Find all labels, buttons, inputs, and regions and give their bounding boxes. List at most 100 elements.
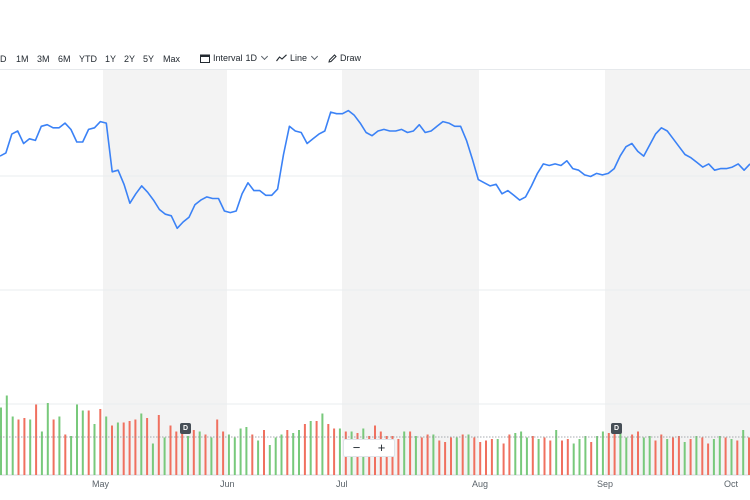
volume-bar [321, 413, 324, 475]
volume-bar [245, 427, 248, 475]
volume-bar [414, 436, 417, 475]
volume-bar [274, 437, 277, 475]
volume-bar [590, 442, 593, 475]
volume-bar [116, 422, 119, 475]
volume-bar [672, 437, 674, 475]
zoom-in-button[interactable]: + [377, 440, 386, 455]
volume-bar [35, 404, 38, 475]
range-1m-button[interactable]: 1M [16, 54, 29, 64]
volume-bar [403, 431, 406, 475]
volume-bar [578, 439, 581, 475]
volume-bar [222, 431, 225, 475]
range-d-button[interactable]: D [0, 54, 7, 64]
volume-bar [333, 428, 336, 475]
range-6m-button[interactable]: 6M [58, 54, 71, 64]
volume-bar [549, 440, 552, 475]
volume-bar [601, 431, 604, 475]
volume-bar [17, 419, 20, 475]
volume-bar [151, 443, 154, 475]
volume-bar [64, 434, 67, 475]
volume-bar [479, 442, 482, 475]
volume-bar [157, 415, 160, 475]
x-tick-label: Aug [472, 479, 489, 489]
volume-bar [730, 439, 733, 475]
volume-bar [666, 439, 669, 475]
volume-bar [467, 434, 470, 475]
volume-bar [187, 436, 189, 475]
volume-bar [444, 442, 447, 475]
volume-bar [309, 421, 312, 475]
month-shade-band [605, 70, 750, 475]
pencil-icon [328, 53, 337, 63]
volume-bar [455, 437, 458, 475]
volume-bar [537, 439, 540, 475]
volume-bar [105, 416, 108, 475]
interval-dropdown[interactable]: Interval 1D [200, 52, 269, 63]
volume-bar [292, 433, 295, 475]
volume-bar [561, 440, 563, 475]
chart-type-dropdown[interactable]: Line [276, 52, 319, 63]
dividend-marker[interactable]: D [611, 423, 622, 434]
volume-bar [525, 437, 528, 475]
volume-bar [192, 430, 195, 475]
x-tick-label: Oct [724, 479, 739, 489]
draw-button[interactable]: Draw [328, 53, 361, 63]
volume-bar [450, 437, 452, 475]
range-2y-button[interactable]: 2Y [124, 54, 136, 64]
price-line[interactable] [0, 109, 750, 230]
dividend-marker[interactable]: D [180, 423, 191, 434]
volume-bar [712, 439, 715, 475]
volume-bar [566, 439, 569, 475]
draw-label: Draw [340, 53, 362, 63]
volume-bar [52, 419, 55, 475]
volume-bar [0, 407, 2, 475]
volume-bar [724, 437, 727, 475]
volume-bar [707, 443, 710, 475]
volume-bars [0, 395, 750, 475]
volume-bar [438, 440, 441, 475]
volume-bar [87, 410, 90, 475]
volume-bar [508, 434, 511, 475]
volume-bar [631, 434, 634, 475]
volume-bar [520, 431, 523, 475]
volume-bar [134, 419, 137, 475]
volume-bar [736, 440, 739, 475]
volume-bar [93, 424, 96, 475]
month-shading [103, 70, 750, 475]
volume-bar [695, 436, 698, 475]
volume-bar [146, 418, 149, 475]
volume-bar [303, 424, 306, 475]
volume-bar [122, 422, 125, 475]
range-1y-button[interactable]: 1Y [105, 54, 117, 64]
volume-bar [233, 437, 236, 475]
volume-bar [315, 421, 318, 475]
chart-toolbar: D 1M 3M 6M YTD 1Y 2Y 5Y Max Interval 1D … [0, 50, 750, 70]
volume-bar [718, 436, 721, 475]
range-ytd-button[interactable]: YTD [79, 54, 97, 64]
volume-bar [128, 421, 131, 475]
range-5y-button[interactable]: 5Y [143, 54, 155, 64]
volume-bar [654, 440, 657, 475]
volume-bar [227, 434, 230, 475]
range-max-button[interactable]: Max [163, 54, 181, 64]
volume-bar [216, 419, 219, 475]
volume-bar [46, 403, 49, 475]
volume-bar [683, 442, 686, 475]
volume-bar [485, 440, 487, 475]
toolbar-divider [0, 69, 750, 70]
zoom-out-button[interactable]: − [352, 440, 361, 455]
volume-bar [40, 431, 43, 475]
volume-bar [742, 430, 745, 475]
volume-bar [397, 439, 400, 475]
range-3m-button[interactable]: 3M [37, 54, 50, 64]
volume-bar [263, 430, 265, 475]
volume-bar [689, 439, 692, 475]
volume-bar [257, 440, 260, 475]
volume-bar [169, 425, 172, 475]
volume-bar [642, 437, 645, 475]
volume-bar [175, 431, 178, 475]
volume-bar [677, 436, 680, 475]
calendar-icon [200, 54, 210, 63]
x-tick-label: Jun [220, 479, 235, 489]
